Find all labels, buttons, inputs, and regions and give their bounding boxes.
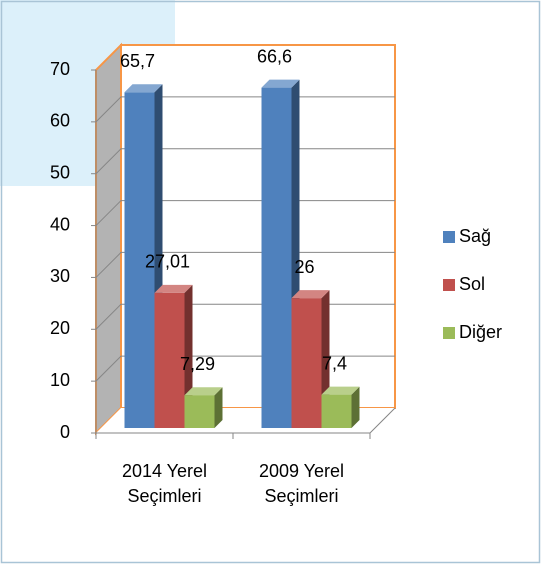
legend-label: Sağ xyxy=(459,226,491,246)
bar-top xyxy=(184,387,223,396)
y-tick-label: 60 xyxy=(50,111,70,131)
bar-top xyxy=(124,84,163,93)
bar-top xyxy=(154,284,193,293)
y-tick-label: 0 xyxy=(60,422,70,442)
y-tick-label: 30 xyxy=(50,266,70,286)
bar xyxy=(291,298,322,428)
data-label: 7,29 xyxy=(180,354,215,374)
legend-swatch xyxy=(443,231,455,243)
data-label: 7,4 xyxy=(322,353,347,373)
bar-top xyxy=(291,290,330,299)
y-tick-label: 70 xyxy=(50,59,70,79)
bar xyxy=(184,395,215,428)
data-label: 27,01 xyxy=(145,252,190,272)
legend-label: Sol xyxy=(459,274,485,294)
bar-side xyxy=(351,386,360,428)
x-tick-label: 2014 Yerel Seçimleri xyxy=(122,461,207,506)
y-tick-label: 40 xyxy=(50,214,70,234)
bar-top xyxy=(261,79,300,88)
data-label: 66,6 xyxy=(257,46,292,66)
legend-swatch xyxy=(443,279,455,291)
legend-swatch xyxy=(443,327,455,339)
bar xyxy=(261,87,292,428)
side-wall xyxy=(95,42,122,436)
bar-side xyxy=(214,387,223,428)
grid-line xyxy=(95,148,395,175)
y-tick-label: 20 xyxy=(50,318,70,338)
data-label: 65,7 xyxy=(120,51,155,71)
bar-top xyxy=(321,386,360,395)
y-tick-label: 10 xyxy=(50,370,70,390)
grid-line xyxy=(95,200,395,226)
y-tick-label: 50 xyxy=(50,162,70,182)
grid-line xyxy=(95,96,395,123)
legend-label: Diğer xyxy=(459,322,502,342)
data-label: 26 xyxy=(294,257,314,277)
bar xyxy=(321,394,352,428)
bar xyxy=(154,292,185,428)
bar xyxy=(124,92,155,428)
x-tick-label: 2009 Yerel Seçimleri xyxy=(259,461,344,506)
grid-line xyxy=(95,251,395,278)
